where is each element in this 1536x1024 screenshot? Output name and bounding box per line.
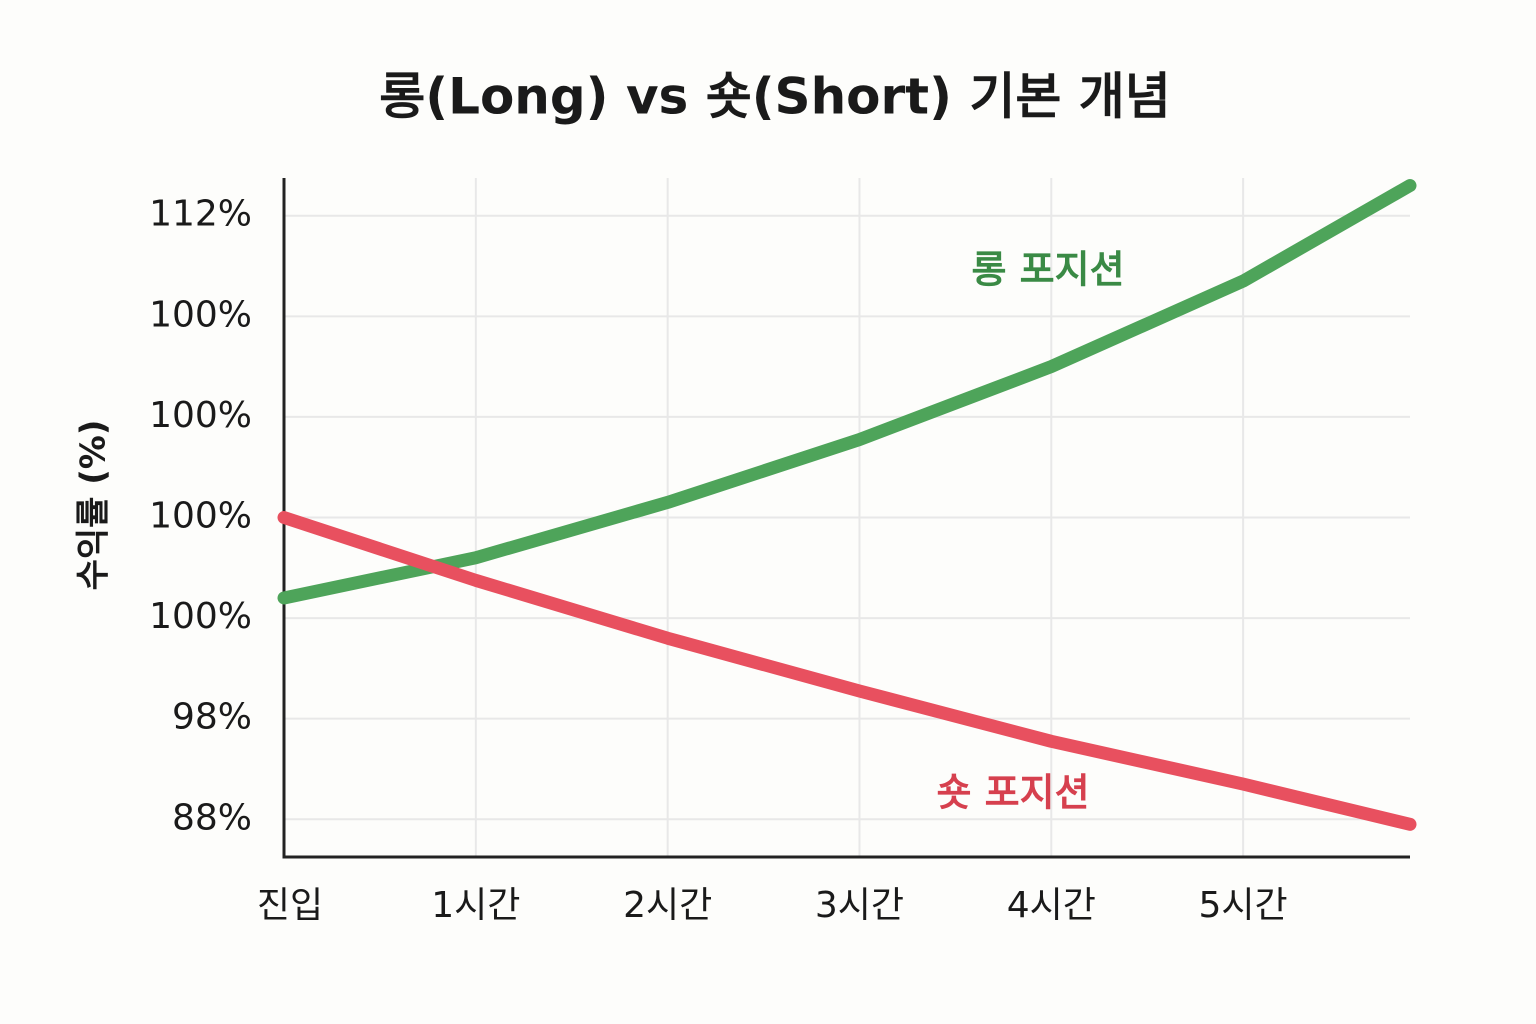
- y-tick-label: 112%: [149, 194, 252, 235]
- series-label: 숏 포지션: [936, 771, 1089, 815]
- chart-title: 롱(Long) vs 숏(Short) 기본 개념: [379, 68, 1171, 126]
- x-tick-label: 5시간: [1199, 885, 1288, 926]
- x-tick-label: 1시간: [431, 885, 520, 926]
- x-tick-label: 4시간: [1007, 885, 1096, 926]
- x-tick-label: 진입: [257, 885, 323, 926]
- y-tick-label: 100%: [149, 294, 252, 335]
- y-axis-label: 수익률 (%): [74, 420, 114, 591]
- y-tick-label: 100%: [149, 395, 252, 436]
- axis: [282, 178, 1410, 859]
- series-label: 롱 포지션: [971, 248, 1124, 292]
- y-tick-label: 100%: [149, 496, 252, 537]
- y-tick-label: 100%: [149, 596, 252, 637]
- series-line: [277, 179, 1417, 605]
- y-tick-label: 88%: [172, 797, 252, 838]
- x-tick-label: 3시간: [815, 885, 904, 926]
- series-line: [277, 511, 1417, 831]
- y-tick-label: 98%: [172, 697, 252, 738]
- x-tick-label: 2시간: [623, 885, 712, 926]
